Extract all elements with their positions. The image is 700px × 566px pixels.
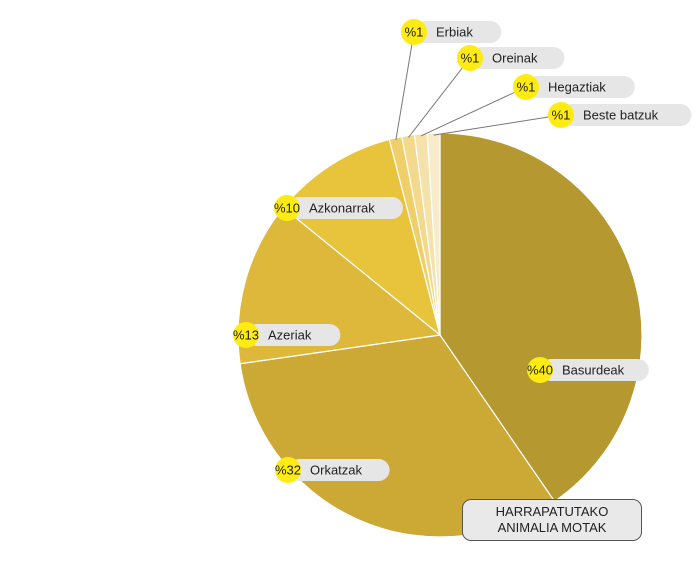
percent-value: %40 [527,363,553,378]
percent-value: %10 [274,201,300,216]
percent-badge [274,195,300,221]
slice-label-oreinak: %1 Oreinak [457,45,565,71]
chart-title: HARRAPATUTAKO ANIMALIA MOTAK [495,504,609,535]
percent-badge [233,322,259,348]
chart-title-box: HARRAPATUTAKO ANIMALIA MOTAK [462,499,642,541]
percent-badge [457,45,483,71]
category-label: Beste batzuk [583,108,659,123]
pie-slice-basurdeak [439,132,643,503]
percent-badge [401,19,427,45]
category-label: Azkonarrak [309,201,375,216]
label-pill [288,459,390,481]
label-pill [526,76,635,98]
slice-label-erbiak: %1 Erbiak [401,19,502,45]
percent-value: %1 [461,51,480,66]
category-label: Basurdeak [562,363,625,378]
label-pill [540,359,649,381]
slice-labels: %40 Basurdeak %32 Orkatzak %13 Azeriak %10 Azko… [233,19,692,483]
percent-badge [513,74,539,100]
percent-badge [527,357,553,383]
slice-label-orkatzak: %32 Orkatzak [275,457,390,483]
category-label: Azeriak [268,328,312,343]
percent-value: %1 [405,25,424,40]
label-pill [561,104,692,126]
category-label: Oreinak [492,51,538,66]
leader-line-erbiak [395,31,428,140]
label-pill [414,21,502,43]
slice-label-basurdeak: %40 Basurdeak [527,357,649,383]
slice-label-hegaztiak: %1 Hegaztiak [513,74,635,100]
label-pill [470,47,565,69]
slice-label-azkonarrak: %10 Azkonarrak [274,195,403,221]
slice-label-beste-batzuk: %1 Beste batzuk [548,102,692,128]
percent-value: %1 [552,108,571,123]
label-pill [246,324,341,346]
category-label: Erbiak [436,25,473,40]
percent-badge [548,102,574,128]
percent-value: %32 [275,463,301,478]
percent-value: %1 [517,80,536,95]
percent-value: %13 [233,328,259,343]
category-label: Hegaztiak [548,80,606,95]
category-label: Orkatzak [310,463,363,478]
label-pill [287,197,403,219]
percent-badge [275,457,301,483]
slice-label-azeriak: %13 Azeriak [233,322,341,348]
